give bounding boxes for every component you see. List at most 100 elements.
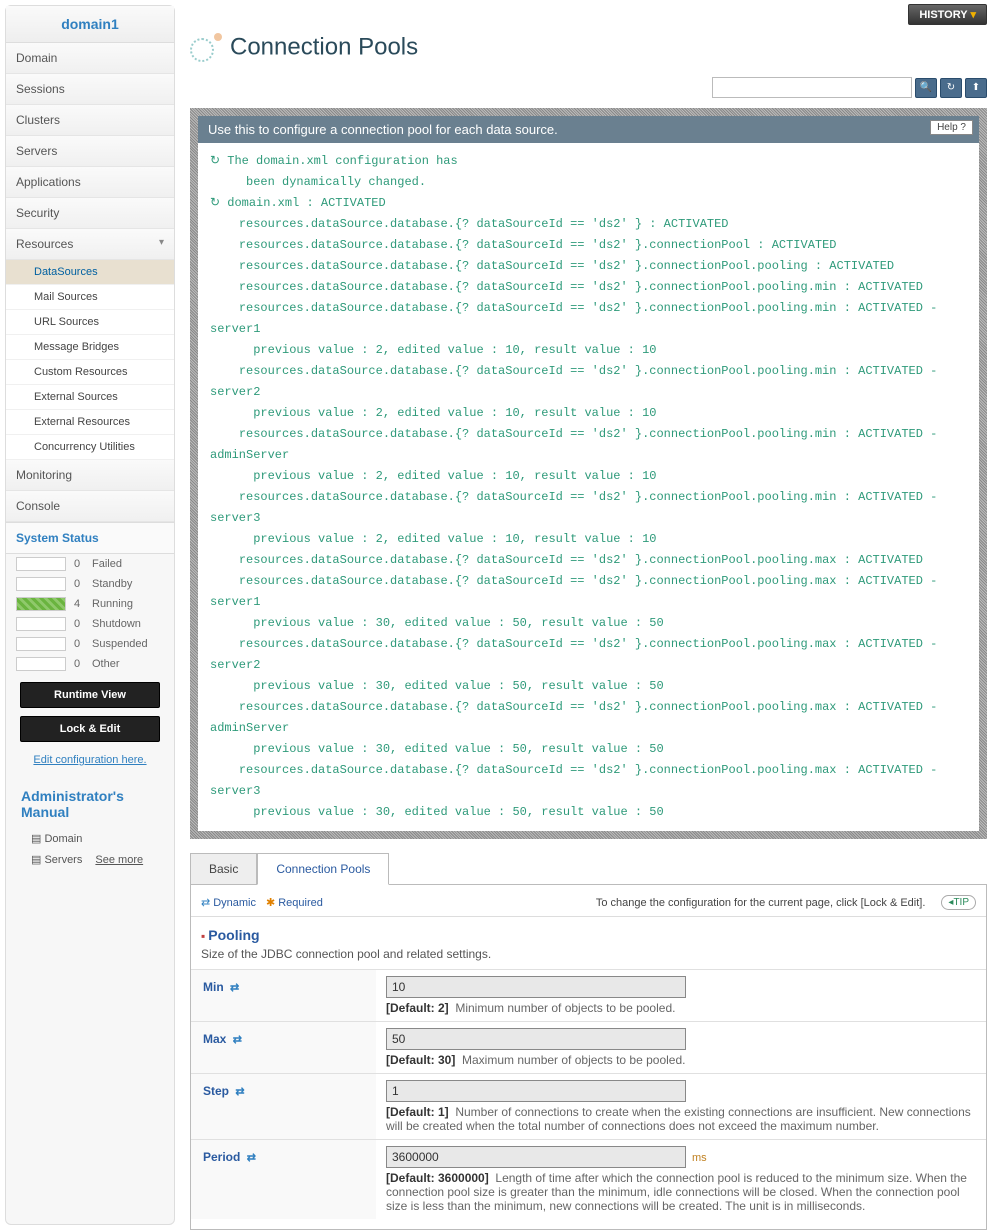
dynamic-icon: ⇄ <box>235 1086 244 1098</box>
nav-item-domain[interactable]: Domain <box>6 43 174 74</box>
legend-dynamic: ⇄Dynamic <box>201 896 256 909</box>
status-count: 0 <box>74 558 92 570</box>
field-default: [Default: 1] Number of connections to cr… <box>386 1105 976 1133</box>
history-button[interactable]: HISTORY <box>908 4 987 25</box>
status-label: Standby <box>92 578 132 590</box>
nav-item-servers[interactable]: Servers <box>6 136 174 167</box>
dynamic-icon: ⇄ <box>201 896 210 909</box>
nav-item-sessions[interactable]: Sessions <box>6 74 174 105</box>
manual-header: Administrator's Manual <box>11 780 169 828</box>
field-label: Step ⇄ <box>191 1074 376 1139</box>
edit-config-link[interactable]: Edit configuration here. <box>6 750 174 770</box>
nav-sub-url-sources[interactable]: URL Sources <box>6 310 174 335</box>
field-label: Period ⇄ <box>191 1140 376 1219</box>
field-input-min[interactable] <box>386 976 686 998</box>
manual-item-domain[interactable]: ▤ Domain <box>11 828 169 849</box>
dynamic-icon: ⇄ <box>247 1152 256 1164</box>
field-label: Min ⇄ <box>191 970 376 1021</box>
nav-item-console[interactable]: Console <box>6 491 174 522</box>
main-content: HISTORY Connection Pools 🔍 ↻ ⬆ Use this … <box>180 0 997 1230</box>
legend-required: ✱Required <box>266 896 323 909</box>
nav-sub-message-bridges[interactable]: Message Bridges <box>6 335 174 360</box>
nav-item-security[interactable]: Security <box>6 198 174 229</box>
field-desc: Maximum number of objects to be pooled. <box>462 1053 685 1067</box>
section-pooling-desc: Size of the JDBC connection pool and rel… <box>191 945 986 969</box>
page-title: Connection Pools <box>190 33 987 63</box>
domain-title[interactable]: domain1 <box>6 6 174 43</box>
nav-sub-external-resources[interactable]: External Resources <box>6 410 174 435</box>
nav-item-clusters[interactable]: Clusters <box>6 105 174 136</box>
nav-sub-external-sources[interactable]: External Sources <box>6 385 174 410</box>
status-label: Shutdown <box>92 618 141 630</box>
status-bar-icon <box>16 657 66 671</box>
nav-sub-custom-resources[interactable]: Custom Resources <box>6 360 174 385</box>
nav-item-monitoring[interactable]: Monitoring <box>6 460 174 491</box>
dynamic-icon: ⇄ <box>230 982 239 994</box>
field-default: [Default: 3600000] Length of time after … <box>386 1171 976 1213</box>
status-count: 0 <box>74 618 92 630</box>
status-count: 0 <box>74 638 92 650</box>
system-status-header: System Status <box>6 522 174 554</box>
status-bar-icon <box>16 577 66 591</box>
field-default: [Default: 30] Maximum number of objects … <box>386 1053 976 1067</box>
field-default: [Default: 2] Minimum number of objects t… <box>386 1001 976 1015</box>
field-row-max: Max ⇄ [Default: 30] Maximum number of obj… <box>191 1021 986 1073</box>
field-desc: Number of connections to create when the… <box>386 1105 971 1133</box>
title-decoration-icon <box>190 33 230 63</box>
status-count: 0 <box>74 578 92 590</box>
tip-badge: ◂TIP <box>941 895 976 910</box>
search-icon[interactable]: 🔍 <box>915 78 937 98</box>
required-icon: ✱ <box>266 896 275 909</box>
status-count: 4 <box>74 598 92 610</box>
tabs: Basic Connection Pools <box>190 853 987 884</box>
status-bar-icon <box>16 637 66 651</box>
log-panel: Use this to configure a connection pool … <box>190 108 987 839</box>
status-label: Other <box>92 658 120 670</box>
section-pooling-header: Pooling <box>191 917 986 945</box>
status-bar-icon <box>16 617 66 631</box>
lock-edit-button[interactable]: Lock & Edit <box>20 716 160 742</box>
status-row-suspended: 0Suspended <box>6 634 174 654</box>
status-label: Failed <box>92 558 122 570</box>
manual-item-servers[interactable]: ▤ Servers See more <box>11 849 169 870</box>
tip-text: To change the configuration for the curr… <box>596 897 926 909</box>
help-button[interactable]: Help ? <box>930 120 973 135</box>
field-label: Max ⇄ <box>191 1022 376 1073</box>
status-label: Running <box>92 598 133 610</box>
tab-basic[interactable]: Basic <box>190 853 257 884</box>
status-row-shutdown: 0Shutdown <box>6 614 174 634</box>
nav-sub-mail-sources[interactable]: Mail Sources <box>6 285 174 310</box>
field-input-step[interactable] <box>386 1080 686 1102</box>
field-desc: Minimum number of objects to be pooled. <box>455 1001 675 1015</box>
status-row-running: 4Running <box>6 594 174 614</box>
panel-header: Use this to configure a connection pool … <box>198 116 979 143</box>
panel-header-text: Use this to configure a connection pool … <box>208 122 558 137</box>
status-row-other: 0Other <box>6 654 174 674</box>
field-row-min: Min ⇄ [Default: 2] Minimum number of obje… <box>191 969 986 1021</box>
status-count: 0 <box>74 658 92 670</box>
field-unit: ms <box>692 1152 707 1164</box>
tab-body: ⇄Dynamic ✱Required To change the configu… <box>190 884 987 1230</box>
field-row-step: Step ⇄ [Default: 1] Number of connections… <box>191 1073 986 1139</box>
status-row-failed: 0Failed <box>6 554 174 574</box>
status-label: Suspended <box>92 638 148 650</box>
runtime-view-button[interactable]: Runtime View <box>20 682 160 708</box>
field-input-period[interactable] <box>386 1146 686 1168</box>
export-icon[interactable]: ⬆ <box>965 78 987 98</box>
refresh-icon[interactable]: ↻ <box>940 78 962 98</box>
nav-sub-concurrency-utilities[interactable]: Concurrency Utilities <box>6 435 174 460</box>
field-input-max[interactable] <box>386 1028 686 1050</box>
dynamic-icon: ⇄ <box>233 1034 242 1046</box>
sidebar: domain1 DomainSessionsClustersServersApp… <box>5 5 175 1225</box>
page-title-text: Connection Pools <box>230 33 418 60</box>
status-bar-icon <box>16 597 66 611</box>
status-bar-icon <box>16 557 66 571</box>
status-row-standby: 0Standby <box>6 574 174 594</box>
nav-item-applications[interactable]: Applications <box>6 167 174 198</box>
see-more-link[interactable]: See more <box>95 854 143 866</box>
nav-item-resources[interactable]: Resources <box>6 229 174 260</box>
tab-connection-pools[interactable]: Connection Pools <box>257 853 389 885</box>
activation-log: ↻ The domain.xml configuration has been … <box>198 143 979 831</box>
nav-sub-datasources[interactable]: DataSources <box>6 260 174 285</box>
search-input[interactable] <box>712 77 912 98</box>
